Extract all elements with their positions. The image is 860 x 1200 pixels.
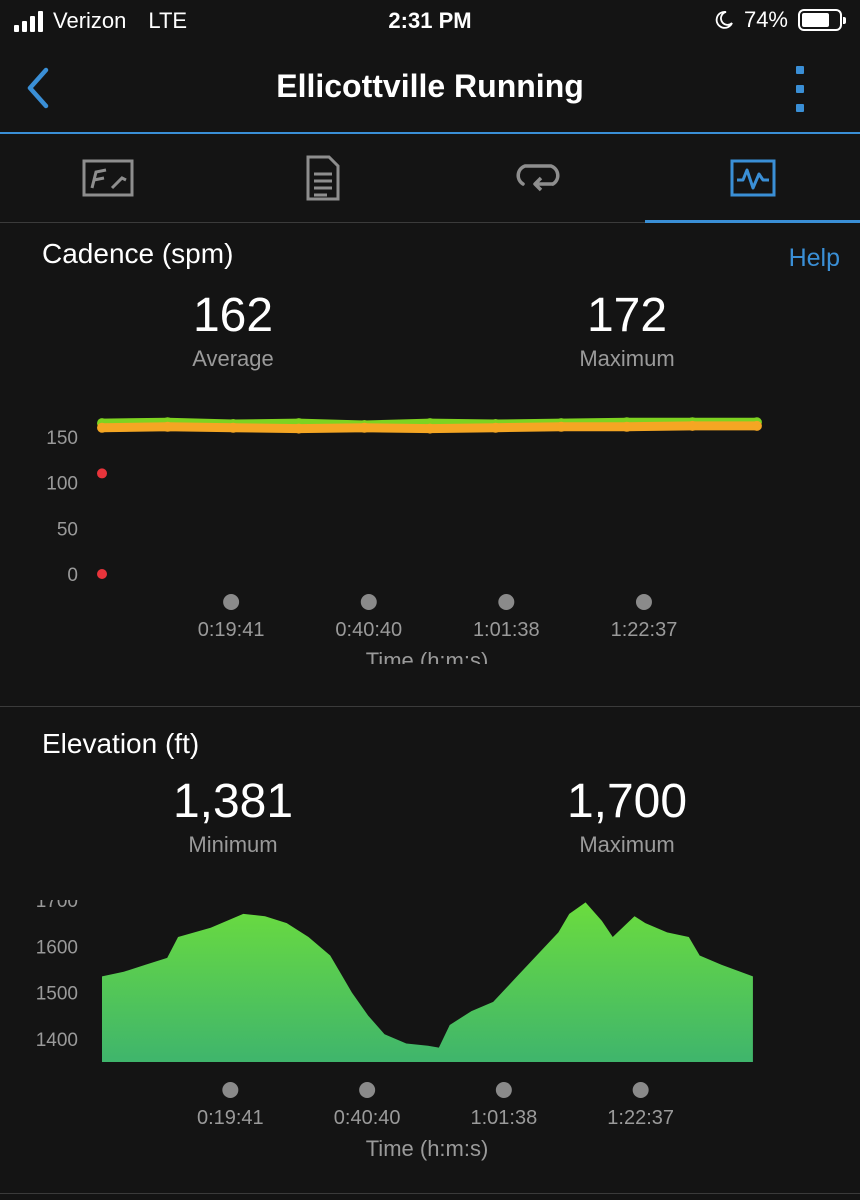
elevation-y-tick-label: 1500 (36, 984, 78, 1005)
elevation-x-tick-label: 1:01:38 (470, 1107, 537, 1129)
cadence-data-point (293, 423, 304, 434)
page-title: Ellicottville Running (276, 68, 584, 104)
elevation-y-tick-label: 1700 (36, 900, 78, 912)
carrier-name: Verizon (53, 8, 127, 33)
cadence-x-tick-label: 0:40:40 (335, 619, 402, 641)
section-divider-bottom (0, 1193, 860, 1194)
elevation-maximum-value: 1,700 (566, 775, 688, 828)
elevation-minimum-label: Minimum (188, 832, 278, 857)
elevation-title: Elevation (ft) (42, 728, 200, 759)
cellular-signal-icon (14, 10, 43, 32)
elevation-x-tick-label: 0:19:41 (197, 1107, 264, 1129)
do-not-disturb-moon-icon (715, 11, 733, 29)
elevation-minimum-stat: 1,381 Minimum (83, 778, 383, 858)
elevation-maximum-label: Maximum (579, 832, 675, 857)
cadence-x-tick-label: 1:22:37 (611, 619, 678, 641)
cadence-maximum-value: 172 (586, 289, 668, 342)
laps-loop-icon (515, 164, 560, 192)
charts-pulse-icon (730, 159, 775, 197)
elevation-y-tick-label: 1400 (36, 1030, 78, 1051)
cadence-average-value: 162 (192, 289, 274, 342)
cadence-maximum-label: Maximum (579, 346, 675, 371)
cadence-data-point (490, 422, 501, 433)
elevation-chart[interactable]: 1400 1500 1600 1700 0:19:41 0:40:40 1:01:38 1:2… (0, 900, 860, 1170)
cadence-data-point (687, 420, 698, 431)
cadence-y-tick-label: 50 (57, 519, 78, 540)
cadence-x-tick-marker (635, 594, 652, 610)
cadence-y-tick-label: 0 (67, 565, 78, 586)
cadence-data-point (359, 422, 370, 433)
cadence-y-tick-label: 100 (46, 474, 78, 495)
cadence-data-point (228, 422, 239, 433)
cadence-maximum-stat: 172 Maximum (477, 292, 777, 372)
cadence-data-point (162, 421, 173, 432)
clock: 2:31 PM (388, 8, 472, 33)
cadence-y-tick-label: 150 (46, 428, 78, 449)
elevation-x-axis-label: Time (h:m:s) (366, 1136, 489, 1161)
elevation-x-tick-marker (359, 1082, 376, 1098)
cadence-x-tick-marker (498, 594, 515, 610)
cadence-chart[interactable]: 0 50 100 150 0:19:41 0:40:40 1:01:38 1:22:37 Tim… (0, 414, 860, 664)
more-options-button[interactable] (792, 66, 808, 112)
navigation-bar: Ellicottville Running (0, 44, 860, 134)
back-button[interactable] (22, 66, 62, 110)
battery-percent: 74% (743, 7, 788, 32)
cadence-section: Cadence (spm) Help 162 Average 172 Maxim… (0, 224, 860, 706)
cadence-average-label: Average (192, 346, 274, 371)
network-type: LTE (148, 8, 188, 33)
elevation-area (102, 902, 753, 1062)
cadence-data-point (751, 420, 762, 431)
tab-bar (0, 134, 860, 223)
elevation-x-tick-label: 0:40:40 (334, 1107, 401, 1129)
cadence-x-tick-marker (223, 594, 240, 610)
tab-details[interactable] (215, 134, 430, 222)
elevation-x-tick-marker (632, 1082, 649, 1098)
cadence-x-tick-label: 1:01:38 (473, 619, 540, 641)
help-link[interactable]: Help (788, 244, 840, 272)
cadence-title: Cadence (spm) (42, 238, 234, 269)
elevation-x-tick-label: 1:22:37 (607, 1107, 674, 1129)
cadence-average-stat: 162 Average (83, 292, 383, 372)
battery-level (802, 13, 829, 27)
details-document-icon (306, 155, 339, 201)
cadence-data-point (556, 421, 567, 432)
cadence-outlier-point (97, 569, 107, 579)
cadence-outlier-point (97, 468, 107, 479)
cadence-x-tick-marker (360, 594, 377, 610)
elevation-x-tick-marker (222, 1082, 239, 1098)
cadence-data-point (97, 422, 107, 433)
chevron-left-icon (27, 67, 49, 109)
battery-icon (798, 9, 846, 31)
tab-laps[interactable] (430, 134, 645, 222)
elevation-x-tick-marker (495, 1082, 512, 1098)
status-bar: Verizon LTE 2:31 PM 74% (0, 0, 860, 44)
elevation-y-tick-label: 1600 (36, 937, 78, 958)
map-preview-icon (82, 159, 133, 197)
cadence-data-point (425, 423, 435, 434)
tab-charts[interactable] (645, 134, 860, 223)
tab-map[interactable] (0, 134, 215, 222)
cadence-x-tick-label: 0:19:41 (198, 619, 265, 641)
elevation-maximum-stat: 1,700 Maximum (477, 778, 777, 858)
cadence-data-point (621, 421, 632, 432)
elevation-section: Elevation (ft) 1,381 Minimum 1,700 Maxim… (0, 708, 860, 1188)
cadence-x-axis-label: Time (h:m:s) (366, 648, 489, 664)
section-divider (0, 706, 860, 707)
elevation-minimum-value: 1,381 (172, 775, 294, 828)
